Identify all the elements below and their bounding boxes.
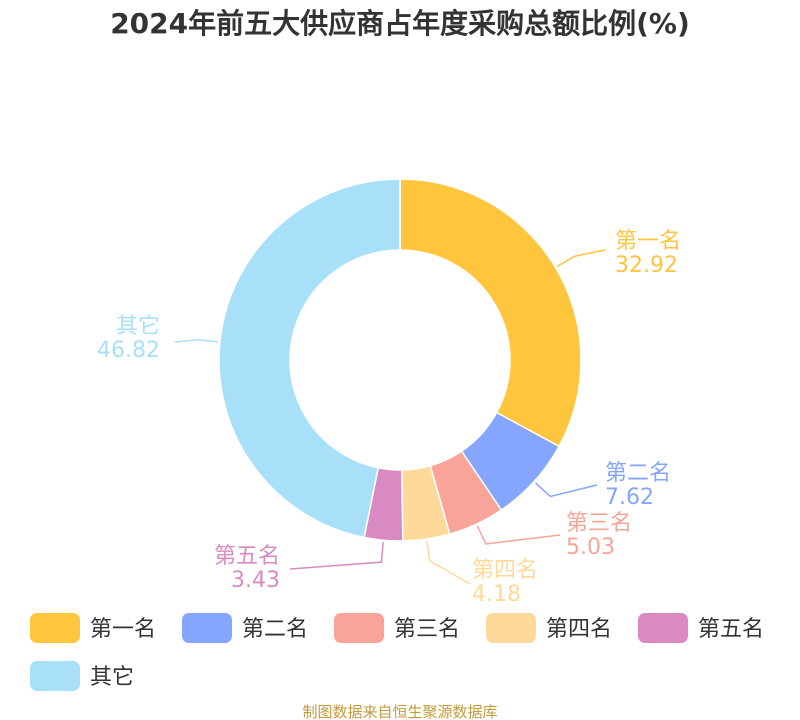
- slice-label-name-1: 第一名: [615, 229, 681, 254]
- slice-6: [218, 178, 401, 539]
- slice-label-value-4: 4.18: [472, 582, 521, 607]
- slice-label-name-2: 第二名: [605, 461, 671, 486]
- leader-line-4: [426, 540, 471, 585]
- leader-line-2: [535, 482, 598, 498]
- leader-line-1: [556, 249, 606, 268]
- slice-label-value-6: 46.82: [97, 338, 160, 363]
- legend-label-4: 第四名: [546, 617, 612, 642]
- source-note: 制图数据来自恒生聚源数据库: [302, 703, 497, 720]
- slice-label-value-2: 7.62: [605, 485, 654, 510]
- slice-label-name-6: 其它: [116, 314, 160, 339]
- chart-title: 2024年前五大供应商占年度采购总额比例(%): [110, 7, 690, 40]
- slice-label-name-3: 第三名: [566, 511, 632, 536]
- slice-1: [399, 178, 582, 448]
- legend-item-1[interactable]: 第一名: [30, 613, 156, 643]
- legend-item-3[interactable]: 第三名: [334, 613, 460, 643]
- legend-swatch-1: [30, 613, 80, 643]
- leader-line-3: [476, 525, 561, 545]
- slice-label-name-4: 第四名: [472, 558, 538, 583]
- slice-label-name-5: 第五名: [214, 544, 280, 569]
- legend-swatch-2: [182, 613, 232, 643]
- legend-label-5: 第五名: [698, 617, 764, 642]
- legend-item-4[interactable]: 第四名: [486, 613, 612, 643]
- legend-item-2[interactable]: 第二名: [182, 613, 308, 643]
- slice-label-value-1: 32.92: [615, 253, 678, 278]
- leader-line-5: [289, 542, 384, 570]
- slice-label-value-5: 3.43: [231, 568, 280, 593]
- donut-slices: [218, 178, 582, 542]
- legend-label-1: 第一名: [90, 617, 156, 642]
- legend-label-2: 第二名: [242, 617, 308, 642]
- legend-swatch-4: [486, 613, 536, 643]
- legend-item-6[interactable]: 其它: [30, 661, 134, 691]
- legend-swatch-3: [334, 613, 384, 643]
- slice-label-value-3: 5.03: [566, 535, 615, 560]
- legend-label-6: 其它: [90, 665, 134, 690]
- legend-swatch-5: [638, 613, 688, 643]
- legend-label-3: 第三名: [394, 617, 460, 642]
- leader-line-6: [174, 338, 218, 343]
- legend-item-5[interactable]: 第五名: [638, 613, 764, 643]
- legend-swatch-6: [30, 661, 80, 691]
